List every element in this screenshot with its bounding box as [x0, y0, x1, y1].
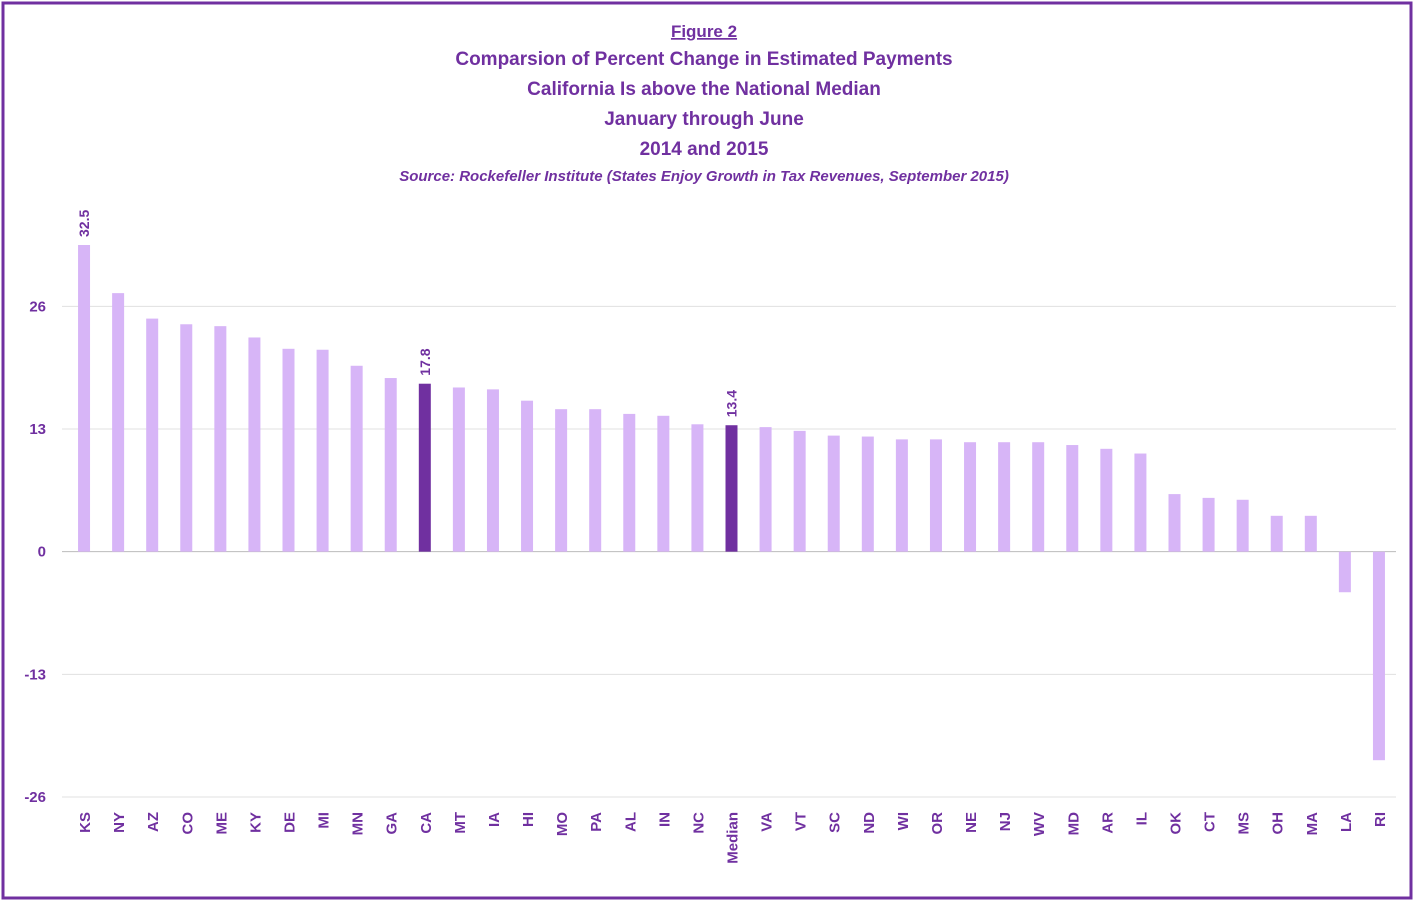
- x-tick-label: LA: [1338, 812, 1355, 832]
- x-tick-label: HI: [520, 812, 537, 827]
- bar: [418, 383, 431, 552]
- bar: [964, 442, 977, 552]
- x-tick-label: MA: [1304, 812, 1321, 835]
- x-tick-label: DE: [282, 812, 299, 833]
- x-tick-label: NJ: [997, 812, 1014, 831]
- value-label: 32.5: [76, 210, 92, 237]
- x-tick-label: OH: [1270, 812, 1287, 835]
- bar: [112, 293, 125, 552]
- bar: [180, 324, 193, 552]
- bar: [486, 389, 499, 552]
- x-tick-label: KS: [77, 812, 94, 833]
- chart-title: California Is above the National Median: [527, 79, 881, 100]
- bar: [895, 439, 908, 552]
- x-tick-label: KY: [247, 812, 264, 833]
- x-tick-label: VA: [759, 812, 776, 832]
- x-tick-label: CA: [418, 812, 435, 834]
- x-tick-label: Median: [725, 812, 742, 864]
- x-tick-label: VT: [793, 812, 810, 831]
- y-tick-label: -26: [24, 789, 46, 806]
- x-tick-label: MO: [554, 812, 571, 836]
- x-tick-label: CO: [179, 812, 196, 835]
- y-tick-label: 0: [38, 544, 46, 561]
- bar: [521, 400, 534, 552]
- bar: [1168, 494, 1181, 552]
- bar: [1372, 551, 1385, 761]
- x-tick-label: ME: [213, 812, 230, 835]
- bar: [725, 425, 738, 552]
- x-tick-label: WV: [1031, 812, 1048, 836]
- x-tick-label: AZ: [145, 812, 162, 832]
- bar: [623, 413, 636, 552]
- chart-title: Comparsion of Percent Change in Estimate…: [455, 49, 952, 70]
- bar: [691, 424, 704, 552]
- bar: [1066, 445, 1079, 552]
- x-tick-label: SC: [827, 812, 844, 833]
- chart-title: January through June: [604, 109, 804, 130]
- source: Source: Rockefeller Institute (States En…: [399, 168, 1009, 185]
- bar: [146, 318, 159, 552]
- bar: [1304, 515, 1317, 552]
- x-tick-label: AL: [622, 812, 639, 832]
- x-tick-label: RI: [1372, 812, 1389, 827]
- bar: [1100, 448, 1113, 552]
- bar: [555, 409, 568, 552]
- x-tick-label: IA: [486, 812, 503, 827]
- bar: [1236, 499, 1249, 552]
- bar: [929, 439, 942, 552]
- bar: [316, 349, 329, 552]
- bar: [1134, 453, 1147, 552]
- x-tick-label: OR: [929, 812, 946, 835]
- bar: [384, 378, 397, 552]
- x-tick-label: IN: [656, 812, 673, 827]
- x-tick-label: MN: [350, 812, 367, 835]
- x-tick-label: IL: [1133, 812, 1150, 825]
- bar: [759, 427, 772, 552]
- x-tick-label: NY: [111, 812, 128, 833]
- bar: [998, 442, 1011, 552]
- x-tick-label: MD: [1065, 812, 1082, 835]
- x-tick-label: AR: [1099, 812, 1116, 834]
- bar: [1032, 442, 1045, 552]
- x-tick-label: CT: [1202, 812, 1219, 832]
- bar: [589, 409, 602, 552]
- bar: [657, 415, 670, 552]
- bar: [1270, 515, 1283, 552]
- bar: [248, 337, 261, 552]
- x-tick-label: GA: [384, 812, 401, 835]
- bar: [350, 365, 363, 552]
- chart-title: 2014 and 2015: [640, 139, 769, 160]
- figure-label: Figure 2: [671, 22, 737, 41]
- bar: [1338, 551, 1351, 593]
- y-tick-label: 26: [29, 298, 46, 315]
- bar: [861, 436, 874, 552]
- bar: [78, 245, 91, 552]
- value-label: 17.8: [417, 348, 433, 375]
- value-label: 13.4: [724, 390, 740, 417]
- x-tick-label: MS: [1236, 812, 1253, 835]
- x-tick-label: ND: [861, 812, 878, 834]
- bar: [452, 387, 465, 552]
- bar: [827, 435, 840, 552]
- x-tick-label: NC: [690, 812, 707, 834]
- x-tick-label: PA: [588, 812, 605, 832]
- y-tick-label: 13: [29, 421, 46, 438]
- bar: [282, 348, 295, 552]
- bar: [793, 430, 806, 552]
- y-tick-label: -13: [24, 666, 46, 683]
- bar: [214, 326, 227, 552]
- bar: [1202, 497, 1215, 552]
- x-tick-label: NE: [963, 812, 980, 833]
- x-tick-label: MT: [452, 812, 469, 834]
- x-tick-label: OK: [1168, 812, 1185, 835]
- x-tick-label: WI: [895, 812, 912, 830]
- x-tick-label: MI: [316, 812, 333, 829]
